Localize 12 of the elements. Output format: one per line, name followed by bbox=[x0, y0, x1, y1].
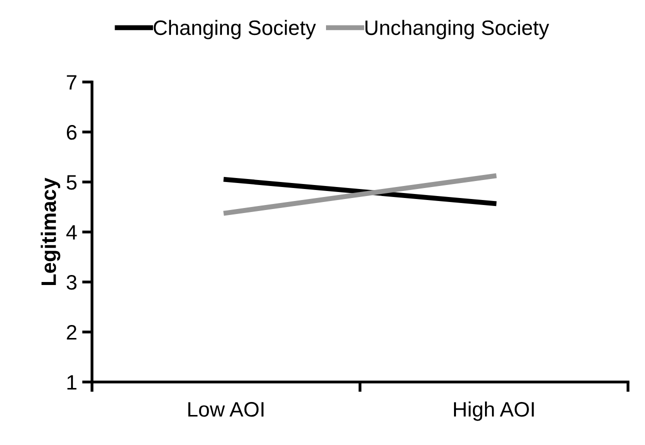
y-tick-label: 2 bbox=[66, 325, 76, 340]
legend-label: Changing Society bbox=[154, 20, 316, 40]
y-tick-label: 4 bbox=[66, 225, 77, 240]
y-tick-label: 7 bbox=[66, 75, 76, 90]
y-tick-label: 1 bbox=[67, 375, 76, 390]
y-tick-label: 3 bbox=[66, 275, 76, 290]
y-axis-title: Legitimacy bbox=[40, 178, 60, 286]
y-tick-label: 6 bbox=[66, 125, 76, 140]
y-tick-label: 5 bbox=[66, 175, 77, 190]
legend-label: Unchanging Society bbox=[365, 20, 550, 40]
x-tick-label: Low AOI bbox=[188, 402, 264, 417]
x-tick-label: High AOI bbox=[454, 401, 534, 421]
